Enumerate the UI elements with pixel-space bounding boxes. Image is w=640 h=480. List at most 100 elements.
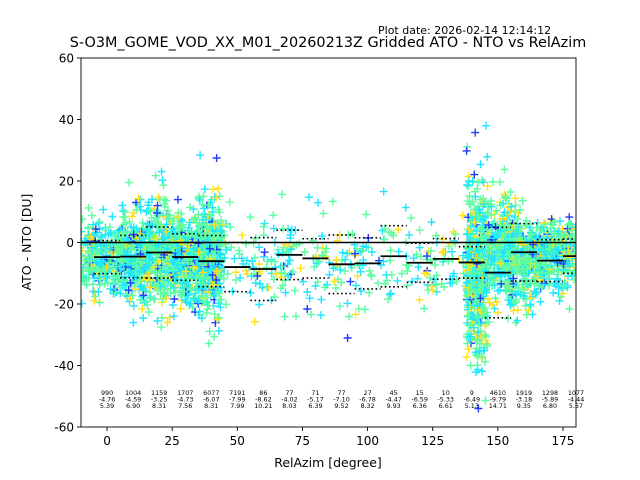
data-point: [473, 361, 482, 370]
data-point: [154, 219, 163, 228]
data-point: [458, 211, 467, 220]
data-point: [303, 288, 312, 296]
data-point: [472, 296, 481, 305]
data-point: [178, 220, 187, 229]
x-tick-label: 50: [230, 434, 245, 448]
data-point: [426, 247, 435, 255]
data-point: [269, 211, 278, 220]
bin-std-label: 8.03: [282, 402, 296, 410]
data-point: [413, 274, 422, 283]
data-point: [205, 244, 214, 253]
data-point: [407, 213, 415, 222]
data-point: [89, 287, 98, 296]
data-point: [357, 287, 365, 296]
data-point: [91, 225, 100, 233]
data-point: [177, 247, 186, 256]
data-point: [108, 212, 117, 221]
data-point: [173, 261, 182, 270]
data-point: [449, 227, 458, 236]
data-point: [106, 229, 115, 238]
data-point: [126, 243, 135, 252]
bin-std-label: 10.21: [254, 402, 272, 410]
data-point: [475, 206, 484, 214]
data-point: [215, 192, 224, 201]
data-point: [394, 247, 403, 256]
data-point: [446, 279, 454, 288]
data-point: [338, 248, 347, 257]
data-point: [216, 249, 224, 258]
data-point: [280, 312, 289, 321]
x-tick-label: 75: [295, 434, 310, 448]
data-point: [200, 267, 209, 276]
data-point: [153, 316, 162, 325]
data-point: [200, 210, 209, 218]
data-point: [483, 182, 492, 191]
data-point: [155, 228, 164, 237]
data-point: [248, 257, 257, 266]
data-point: [467, 282, 476, 291]
data-point: [386, 246, 395, 255]
data-point: [183, 280, 192, 289]
data-point: [286, 231, 295, 239]
data-point: [341, 255, 350, 264]
data-point: [81, 299, 86, 308]
data-point: [343, 249, 352, 258]
data-point: [195, 307, 204, 316]
data-point: [429, 286, 437, 295]
data-point: [157, 243, 166, 252]
bin-std-label: 9.93: [387, 402, 401, 410]
data-point: [101, 230, 110, 239]
data-point: [477, 234, 486, 243]
bin-std-label: 5.13: [465, 402, 479, 410]
y-axis-label: ATO - NTO [DU]: [19, 194, 34, 291]
data-point: [175, 221, 184, 230]
data-point: [202, 309, 211, 317]
data-point: [142, 207, 151, 216]
data-point: [414, 262, 423, 271]
data-point: [81, 275, 87, 284]
data-point: [145, 266, 154, 275]
data-point: [474, 213, 483, 221]
data-point: [175, 232, 184, 241]
data-point: [162, 294, 171, 303]
data-point: [118, 281, 127, 290]
bin-std-label: 14.71: [489, 402, 507, 410]
y-tick-label: -20: [54, 298, 74, 312]
data-point: [437, 279, 446, 288]
data-point: [111, 288, 120, 297]
data-point: [86, 232, 95, 241]
data-point: [318, 232, 327, 240]
data-point: [94, 219, 103, 228]
data-point: [483, 152, 492, 161]
data-point: [470, 218, 479, 226]
data-point: [321, 248, 330, 257]
data-point: [409, 254, 418, 263]
data-point: [210, 221, 219, 229]
data-point: [365, 266, 374, 275]
data-point: [303, 305, 312, 313]
data-point: [445, 239, 454, 248]
bin-stat-labels: 990-4.765.391004-4.596.901159-3.258.3117…: [99, 389, 584, 410]
data-point: [232, 276, 240, 284]
data-point: [129, 230, 138, 239]
data-point: [195, 192, 203, 201]
data-point: [121, 208, 130, 217]
data-point: [513, 316, 522, 325]
data-point: [465, 253, 474, 262]
data-point: [138, 292, 146, 301]
data-point: [222, 300, 230, 309]
data-point: [157, 323, 166, 332]
data-point: [219, 274, 228, 283]
data-point: [333, 236, 342, 245]
data-point: [274, 249, 283, 258]
data-point: [425, 273, 434, 282]
data-point: [432, 271, 441, 280]
data-point: [130, 244, 139, 253]
data-point: [288, 268, 297, 276]
data-point: [119, 207, 128, 215]
data-point: [485, 317, 494, 326]
data-point: [163, 210, 172, 219]
data-point: [144, 261, 153, 270]
data-point: [389, 231, 398, 240]
data-point: [125, 178, 134, 187]
